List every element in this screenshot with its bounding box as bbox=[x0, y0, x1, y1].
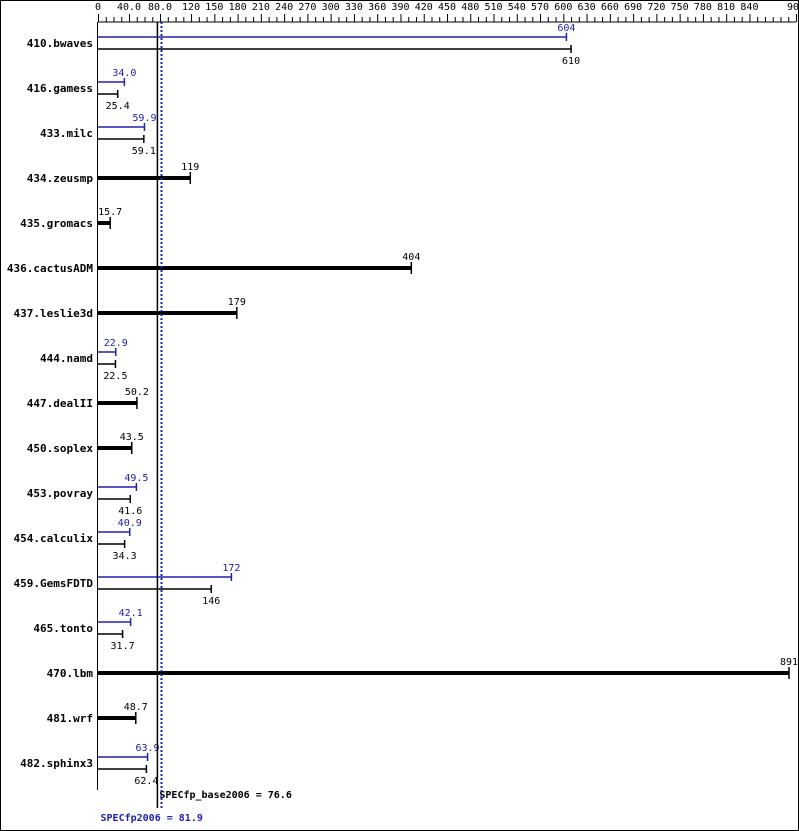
x-tick-label: 300 bbox=[322, 2, 340, 13]
benchmark-label: 450.soplex bbox=[27, 442, 94, 455]
x-tick-label: 270 bbox=[298, 2, 316, 13]
x-tick-label: 0 bbox=[95, 2, 101, 13]
benchmark-label: 416.gamess bbox=[27, 82, 93, 95]
benchmark-label: 453.povray bbox=[27, 487, 94, 500]
base-value-label: 59.1 bbox=[132, 146, 156, 157]
benchmark-label: 459.GemsFDTD bbox=[14, 577, 94, 590]
x-tick-label: 450 bbox=[438, 2, 456, 13]
x-tick-label: 720 bbox=[647, 2, 665, 13]
peak-value-label: 42.1 bbox=[119, 608, 143, 619]
x-tick-label: 330 bbox=[345, 2, 363, 13]
bar-value-label: 891 bbox=[780, 657, 798, 668]
x-tick-label: 180 bbox=[229, 2, 247, 13]
benchmark-label: 433.milc bbox=[40, 127, 93, 140]
x-tick-label: 630 bbox=[578, 2, 596, 13]
x-tick-label: 900 bbox=[787, 2, 799, 13]
benchmark-label: 454.calculix bbox=[14, 532, 94, 545]
peak-value-label: 34.0 bbox=[112, 68, 136, 79]
bar-value-label: 404 bbox=[402, 252, 420, 263]
benchmark-label: 435.gromacs bbox=[20, 217, 93, 230]
base-value-label: 41.6 bbox=[118, 506, 142, 517]
x-tick-label: 40.0 bbox=[117, 2, 141, 13]
x-tick-label: 360 bbox=[368, 2, 386, 13]
x-tick-label: 150 bbox=[205, 2, 223, 13]
peak-value-label: 40.9 bbox=[118, 518, 142, 529]
bar-value-label: 179 bbox=[228, 297, 246, 308]
base-value-label: 31.7 bbox=[111, 641, 135, 652]
x-tick-label: 660 bbox=[601, 2, 619, 13]
benchmark-label: 436.cactusADM bbox=[7, 262, 93, 275]
peak-value-label: 49.5 bbox=[124, 473, 148, 484]
bar-value-label: 119 bbox=[181, 162, 199, 173]
bar-value-label: 50.2 bbox=[125, 387, 149, 398]
base-value-label: 610 bbox=[562, 56, 580, 67]
x-tick-label: 780 bbox=[694, 2, 712, 13]
benchmark-label: 434.zeusmp bbox=[27, 172, 94, 185]
x-tick-label: 210 bbox=[252, 2, 270, 13]
peak-value-label: 22.9 bbox=[104, 338, 128, 349]
base-value-label: 22.5 bbox=[103, 371, 127, 382]
benchmark-label: 437.leslie3d bbox=[14, 307, 93, 320]
base-value-label: 62.4 bbox=[134, 776, 158, 787]
benchmark-label: 447.dealII bbox=[27, 397, 93, 410]
peak-value-label: 59.9 bbox=[132, 113, 156, 124]
peak-value-label: 172 bbox=[222, 563, 240, 574]
peak-reference-label: SPECfp2006 = 81.9 bbox=[101, 813, 203, 824]
peak-value-label: 63.9 bbox=[136, 743, 160, 754]
benchmark-label: 481.wrf bbox=[47, 712, 93, 725]
x-tick-label: 690 bbox=[624, 2, 642, 13]
benchmark-label: 410.bwaves bbox=[27, 37, 93, 50]
bar-value-label: 43.5 bbox=[120, 432, 144, 443]
base-value-label: 34.3 bbox=[113, 551, 137, 562]
bar-value-label: 48.7 bbox=[124, 702, 148, 713]
x-tick-label: 840 bbox=[740, 2, 758, 13]
x-tick-label: 810 bbox=[717, 2, 735, 13]
x-tick-label: 600 bbox=[554, 2, 572, 13]
x-tick-label: 390 bbox=[391, 2, 409, 13]
x-tick-label: 510 bbox=[484, 2, 502, 13]
benchmark-label: 465.tonto bbox=[33, 622, 93, 635]
base-value-label: 146 bbox=[202, 596, 220, 607]
x-tick-label: 80.0 bbox=[148, 2, 172, 13]
x-tick-label: 240 bbox=[275, 2, 293, 13]
x-tick-label: 750 bbox=[671, 2, 689, 13]
benchmark-label: 470.lbm bbox=[47, 667, 94, 680]
benchmark-label: 482.sphinx3 bbox=[20, 757, 93, 770]
benchmark-label: 444.namd bbox=[40, 352, 93, 365]
bar-value-label: 15.7 bbox=[98, 207, 122, 218]
x-tick-label: 120 bbox=[182, 2, 200, 13]
peak-value-label: 604 bbox=[557, 23, 575, 34]
base-reference-label: SPECfp_base2006 = 76.6 bbox=[159, 790, 291, 801]
x-tick-label: 540 bbox=[508, 2, 526, 13]
x-tick-label: 570 bbox=[531, 2, 549, 13]
x-tick-label: 480 bbox=[461, 2, 479, 13]
x-tick-label: 420 bbox=[415, 2, 433, 13]
base-value-label: 25.4 bbox=[106, 101, 130, 112]
